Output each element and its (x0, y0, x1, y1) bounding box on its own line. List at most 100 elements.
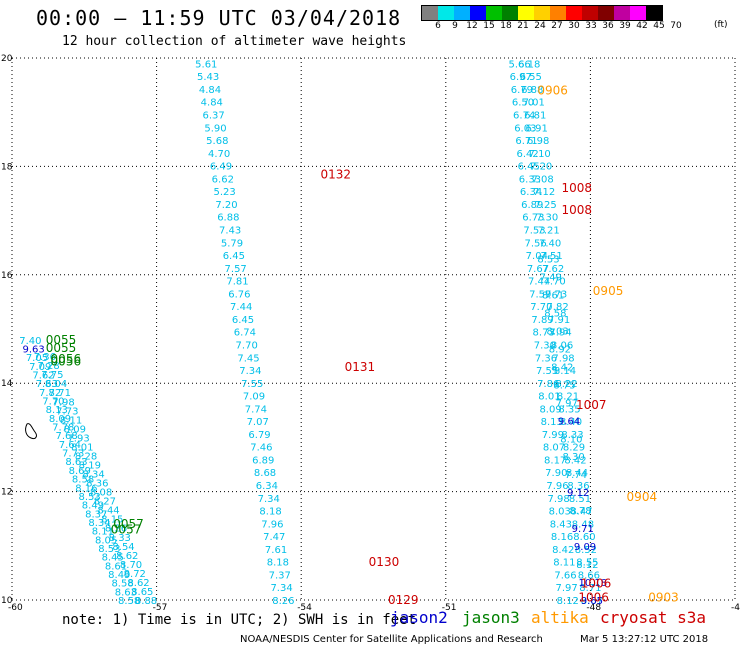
wave-height-value: 8.47 (570, 507, 592, 518)
wave-height-value: 8.58 (72, 475, 94, 486)
wave-height-value: 8.05 (95, 535, 117, 546)
map-title: 00:00 – 11:59 UTC 03/04/2018 (36, 6, 402, 30)
wave-height-value: 7.66 (554, 570, 576, 581)
wave-height-value: 7.34 (239, 366, 261, 377)
wave-height-value: 7.70 (236, 340, 258, 351)
wave-height-value: 8.68 (254, 468, 276, 479)
wave-height-value: 7.64 (59, 440, 81, 451)
scale-swatch (614, 6, 630, 20)
wave-height-value: 8.44 (566, 468, 588, 479)
wave-height-value: 6.74 (513, 111, 535, 122)
wave-height-value: 8.30 (562, 452, 584, 463)
wave-height-value: 7.96 (546, 481, 568, 492)
wave-height-value: 8.61 (105, 561, 127, 572)
wave-height-value: 8.62 (127, 578, 149, 589)
scale-tick-label: 30 (568, 21, 580, 31)
scale-tick-label: 36 (602, 21, 614, 31)
latitude-tick-label: 14 (1, 379, 13, 389)
scale-swatch (582, 6, 598, 20)
wave-height-value: 7.98 (52, 397, 74, 408)
scale-swatch (486, 6, 502, 20)
map-grid (11, 57, 736, 601)
scale-swatch (646, 6, 662, 20)
track-time-label: 0055 (46, 341, 77, 355)
wave-height-value: 7.20 (215, 200, 237, 211)
wave-height-value: 7.51 (540, 251, 562, 262)
track-time-label: 0903 (648, 590, 679, 604)
legend-jason2: jason2 (390, 608, 448, 627)
wave-height-value: 6.79 (248, 430, 270, 441)
wave-height-value: 6.33 (519, 174, 541, 185)
wave-height-value: 8.69 (69, 466, 91, 477)
wave-height-value: 8.33 (561, 430, 583, 441)
wave-height-value: 8.10 (560, 434, 582, 445)
wave-height-value: 7.44 (528, 277, 550, 288)
wave-height-value: 8.40 (560, 417, 582, 428)
scale-swatch (566, 6, 582, 20)
wave-height-value: 6.91 (526, 123, 548, 134)
wave-height-value: 6.45 (223, 251, 245, 262)
wave-height-value: 9.09 (574, 542, 596, 553)
wave-height-value: 8.92 (549, 344, 571, 355)
wave-height-value: 7.73 (56, 406, 78, 417)
wave-height-value: 7.20 (530, 162, 552, 173)
wave-height-value: 7.74 (245, 404, 267, 415)
track-time-label: 0131 (345, 360, 376, 374)
wave-height-value: 10.18 (578, 578, 607, 589)
track-time-label: 0132 (320, 168, 351, 182)
wave-height-value: 8.16 (551, 532, 573, 543)
wave-height-value: 8.08 (90, 488, 112, 499)
wave-height-value: 8.54 (112, 542, 134, 553)
wave-height-value: 6.62 (212, 174, 234, 185)
latitude-tick-label: 10 (1, 596, 13, 606)
scale-swatch (454, 6, 470, 20)
track-time-label: 1008 (561, 203, 592, 217)
wave-height-value: 8.53 (98, 544, 120, 555)
wave-height-value: 4.70 (208, 149, 230, 160)
track-time-label: 0057 (113, 517, 144, 531)
wave-height-value: 8.88 (135, 596, 157, 607)
wave-height-value: 8.51 (569, 494, 591, 505)
longitude-tick-label: -48 (586, 603, 601, 613)
wave-height-value: 7.05 (26, 353, 48, 364)
wave-height-value: 7.96 (261, 519, 283, 530)
scale-tick-label: 24 (534, 21, 546, 31)
wave-height-value: 9.63 (23, 345, 45, 356)
color-scale-legend (421, 5, 663, 21)
wave-height-value: 8.28 (75, 451, 97, 462)
wave-height-value: 7.36 (34, 352, 56, 363)
wave-height-value: 8.65 (131, 587, 153, 598)
generated-timestamp: Mar 5 13:27:12 UTC 2018 (580, 634, 709, 645)
wave-height-value: 8.42 (552, 545, 574, 556)
wave-height-value: 8.06 (551, 340, 573, 351)
wave-height-value: 7.62 (32, 371, 54, 382)
wave-height-value: 7.73 (545, 289, 567, 300)
wave-height-value: 7.12 (533, 187, 555, 198)
wave-height-value: 7.44 (230, 302, 252, 313)
longitude-tick-label: -45 (731, 603, 740, 613)
wave-height-value: 7.55 (536, 366, 558, 377)
scale-tick-label: 9 (452, 21, 458, 31)
wave-height-value: 8.01 (71, 442, 93, 453)
wave-height-value: 7.70 (530, 302, 552, 313)
track-time-label: 0055 (46, 333, 77, 347)
wave-height-value: 8.29 (563, 443, 585, 454)
wave-height-value: 8.26 (272, 596, 294, 607)
wave-height-value: 8.37 (85, 509, 107, 520)
wave-height-value: 7.73 (62, 449, 84, 460)
wave-height-value: 6.03 (514, 123, 536, 134)
wave-height-value: 8.58 (111, 579, 133, 590)
wave-height-value: 8.58 (118, 596, 140, 607)
wave-height-value: 7.43 (219, 226, 241, 237)
wave-height-value: 7.46 (250, 443, 272, 454)
latitude-tick-label: 12 (1, 488, 12, 498)
wave-height-value: 8.33 (109, 533, 131, 544)
scale-tick-label: 27 (551, 21, 563, 31)
wave-height-value: 7.40 (539, 238, 561, 249)
wave-height-value: 5.61 (195, 59, 217, 70)
wave-height-value: 8.16 (75, 483, 97, 494)
track-time-label: 1006 (578, 590, 609, 604)
scale-swatch (630, 6, 646, 20)
scale-tick-label: 6 (435, 21, 441, 31)
scale-swatch (502, 6, 518, 20)
